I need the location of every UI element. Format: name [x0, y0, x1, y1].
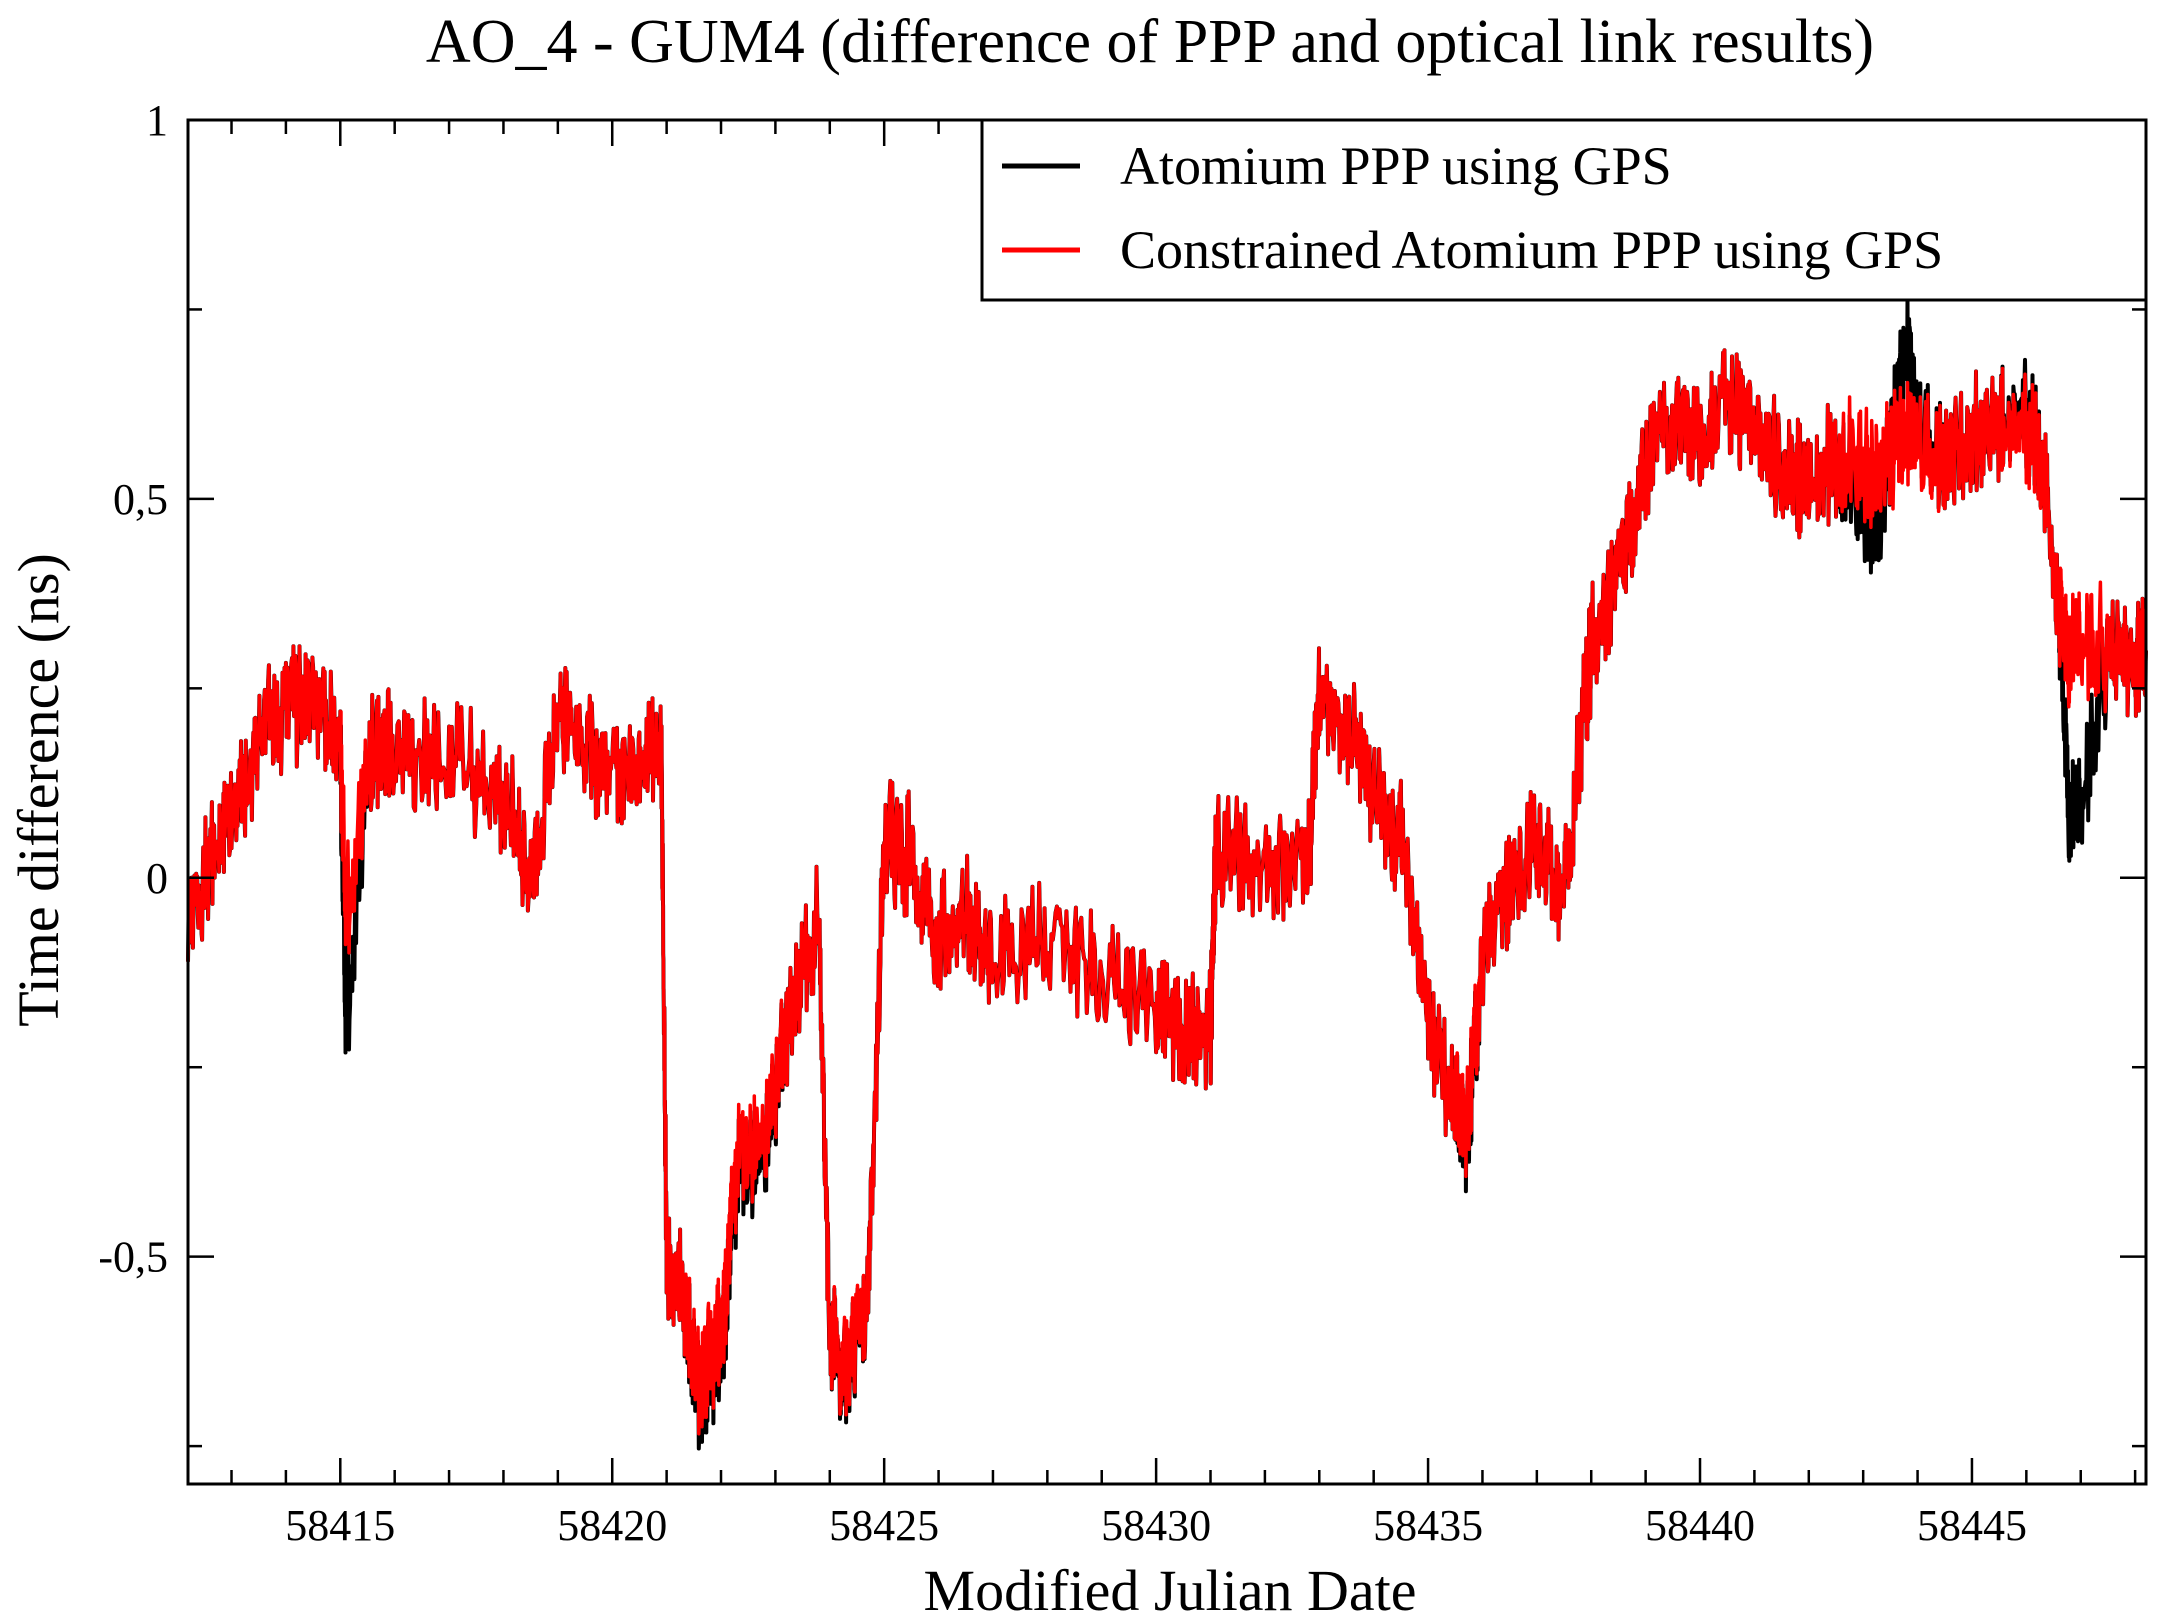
series-layer	[186, 295, 2148, 1451]
x-tick-label: 58425	[829, 1501, 939, 1550]
y-tick-label: 0,5	[113, 475, 168, 524]
y-axis-label: Time difference (ns)	[6, 553, 71, 1027]
series-line-constrained	[186, 348, 2148, 1436]
x-tick-label: 58445	[1917, 1501, 2027, 1550]
legend-label-atomium: Atomium PPP using GPS	[1120, 136, 1672, 196]
y-tick-label: 1	[146, 96, 168, 145]
legend: Atomium PPP using GPS Constrained Atomiu…	[980, 118, 2148, 302]
x-axis-label: Modified Julian Date	[924, 1558, 1417, 1612]
x-tick-label: 58415	[285, 1501, 395, 1550]
chart-title: AO_4 - GUM4 (difference of PPP and optic…	[426, 8, 1874, 76]
ticks-layer: 58415 58420 58425 58430 58435 58440 58445 -0,5 0…	[98, 96, 2146, 1550]
x-tick-label: 58435	[1373, 1501, 1483, 1550]
x-tick-label: 58430	[1101, 1501, 1211, 1550]
y-tick-label: 0	[146, 854, 168, 903]
legend-box	[980, 118, 2148, 302]
legend-label-constrained: Constrained Atomium PPP using GPS	[1120, 220, 1943, 280]
x-tick-label: 58420	[557, 1501, 667, 1550]
x-tick-label: 58440	[1645, 1501, 1755, 1550]
y-tick-label: -0,5	[98, 1233, 168, 1282]
